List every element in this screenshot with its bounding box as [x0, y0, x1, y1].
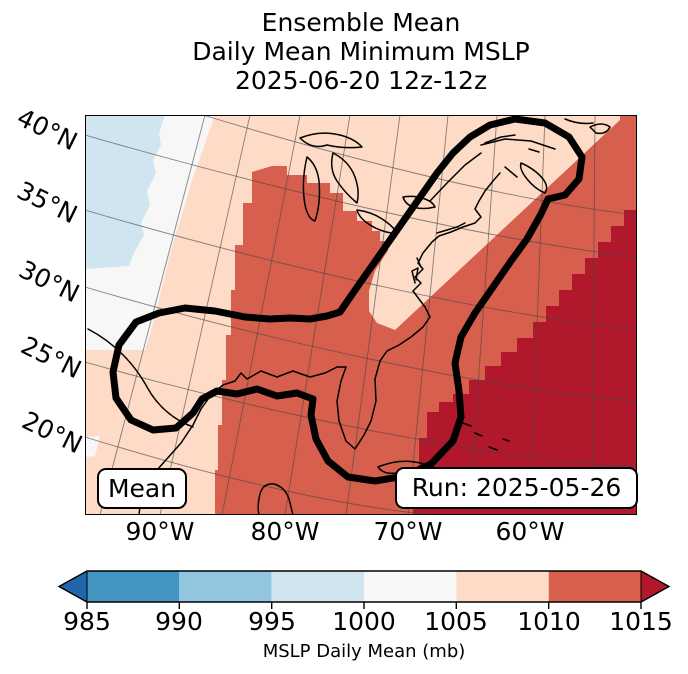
fill-zone-1000-1005-sliver	[85, 436, 100, 457]
map-axes	[85, 115, 637, 515]
plot-title-line-2: Daily Mean Minimum MSLP	[192, 37, 530, 66]
colorbar-tick-990: 990	[155, 607, 203, 636]
lat-tick-35n: 35°N	[12, 175, 82, 230]
fill-zone-over-1015	[413, 210, 637, 515]
colorbar-tick-1015: 1015	[609, 607, 673, 636]
colorbar-tick-995: 995	[248, 607, 296, 636]
run-date-annotation-box: Run: 2025-05-26	[395, 467, 638, 509]
colorbar-tick-1005: 1005	[424, 607, 488, 636]
lat-tick-25n: 25°N	[16, 330, 86, 385]
map-canvas	[85, 115, 637, 515]
plot-title-line-1: Ensemble Mean	[261, 8, 461, 37]
colorbar-bin-1000-1005	[364, 571, 457, 602]
colorbar-over-arrow	[641, 571, 669, 602]
lon-tick-80w: 80°W	[250, 517, 320, 546]
mean-annotation-box: Mean	[97, 468, 187, 509]
colorbar-tick-marks	[86, 602, 642, 609]
colorbar-axis-label: MSLP Daily Mean (mb)	[262, 641, 466, 662]
lat-tick-40n: 40°N	[12, 102, 82, 157]
fill-zone-995-1000	[85, 115, 165, 269]
lat-tick-20n: 20°N	[17, 405, 87, 460]
colorbar-bin-985-990	[87, 571, 180, 602]
colorbar-bin-1010-1015	[548, 571, 641, 602]
lat-tick-30n: 30°N	[14, 254, 84, 309]
plot-title-line-3: 2025-06-20 12z-12z	[234, 66, 488, 95]
colorbar-tick-1000: 1000	[332, 607, 396, 636]
lon-tick-70w: 70°W	[373, 517, 443, 546]
colorbar-tick-985: 985	[63, 607, 111, 636]
colorbar-bin-1005-1010	[456, 571, 549, 602]
ensemble-mean-contour	[109, 115, 586, 485]
colorbar-under-arrow	[59, 571, 87, 602]
colorbar-bin-995-1000	[271, 571, 364, 602]
colorbar-bin-990-995	[179, 571, 272, 602]
lon-tick-60w: 60°W	[495, 517, 565, 546]
lon-tick-90w: 90°W	[125, 517, 195, 546]
colorbar-tick-1010: 1010	[517, 607, 581, 636]
colorbar	[57, 570, 671, 609]
